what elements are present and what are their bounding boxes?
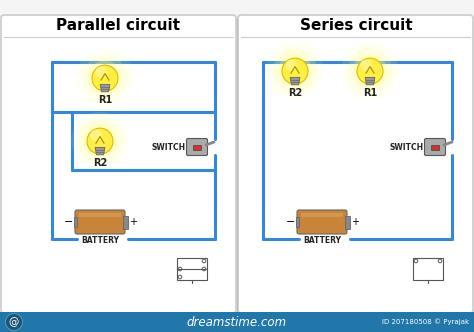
Circle shape	[285, 59, 297, 71]
Text: BATTERY: BATTERY	[303, 236, 341, 245]
Circle shape	[90, 129, 102, 141]
Circle shape	[83, 124, 117, 157]
Polygon shape	[365, 77, 375, 85]
Bar	[413, 258, 443, 280]
Text: +: +	[351, 217, 359, 227]
Circle shape	[353, 53, 387, 87]
Text: R2: R2	[93, 158, 107, 168]
Polygon shape	[290, 77, 300, 85]
Text: Series circuit: Series circuit	[300, 18, 412, 33]
Circle shape	[72, 112, 128, 169]
Polygon shape	[100, 84, 110, 92]
Text: dreamstime.com: dreamstime.com	[187, 315, 287, 328]
Circle shape	[348, 48, 392, 93]
Polygon shape	[95, 147, 105, 155]
Text: BATTERY: BATTERY	[81, 236, 119, 245]
FancyBboxPatch shape	[425, 138, 446, 155]
Text: ID 207180508 © Pyrajak: ID 207180508 © Pyrajak	[382, 319, 469, 325]
Bar	[296, 217, 299, 227]
Circle shape	[357, 58, 383, 84]
Text: SWITCH: SWITCH	[390, 142, 424, 151]
Bar	[74, 217, 77, 227]
Circle shape	[273, 48, 317, 93]
Bar	[193, 145, 201, 150]
Circle shape	[266, 42, 324, 99]
Bar	[123, 215, 128, 228]
FancyBboxPatch shape	[75, 210, 125, 234]
Circle shape	[278, 53, 312, 87]
Text: @: @	[9, 317, 19, 327]
Circle shape	[88, 61, 122, 94]
Text: −: −	[64, 217, 73, 227]
Text: R1: R1	[98, 95, 112, 105]
FancyBboxPatch shape	[1, 15, 236, 313]
Circle shape	[282, 58, 308, 84]
Bar	[79, 213, 121, 217]
Bar	[345, 215, 350, 228]
Circle shape	[92, 65, 118, 91]
Text: R2: R2	[288, 88, 302, 98]
Circle shape	[341, 42, 399, 99]
Bar	[431, 145, 439, 150]
Circle shape	[76, 49, 134, 106]
FancyBboxPatch shape	[297, 210, 347, 234]
FancyBboxPatch shape	[238, 15, 473, 313]
Circle shape	[6, 313, 22, 330]
Text: −: −	[286, 217, 295, 227]
FancyBboxPatch shape	[186, 138, 208, 155]
Bar	[0, 312, 474, 332]
Circle shape	[87, 128, 113, 154]
Text: SWITCH: SWITCH	[152, 142, 186, 151]
Bar	[177, 258, 207, 280]
Text: Parallel circuit: Parallel circuit	[56, 18, 180, 33]
Circle shape	[95, 66, 107, 78]
Bar	[301, 213, 343, 217]
Circle shape	[360, 59, 372, 71]
Circle shape	[83, 55, 127, 100]
Text: +: +	[129, 217, 137, 227]
Circle shape	[78, 119, 122, 163]
Text: R1: R1	[363, 88, 377, 98]
